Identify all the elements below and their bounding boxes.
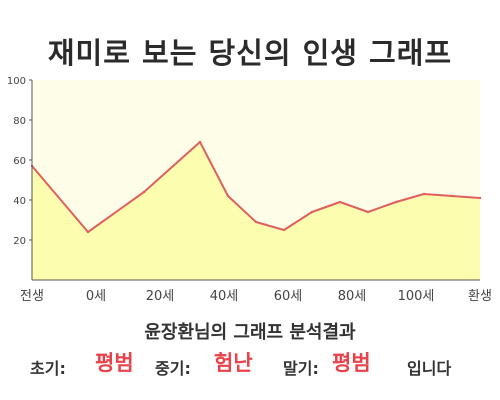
x-tick-label: 80세 <box>338 289 367 304</box>
x-tick-label: 100세 <box>398 289 435 304</box>
middle-label: 중기: <box>155 359 191 378</box>
data-point-2 <box>142 190 146 194</box>
y-tick-label: 40 <box>13 196 26 207</box>
data-point-8 <box>338 200 342 204</box>
data-point-11 <box>422 192 426 196</box>
analysis-result: 초기: 평범 중기: 험난 말기: 평범 입니다 <box>0 346 500 380</box>
area-fill <box>32 142 480 280</box>
data-point-1 <box>86 230 90 234</box>
late-value: 평범 <box>332 351 371 375</box>
data-point-3 <box>198 140 202 144</box>
y-tick-label: 100 <box>7 76 26 87</box>
data-point-6 <box>282 228 286 232</box>
middle-value: 험난 <box>214 351 253 375</box>
early-value: 평범 <box>95 351 134 375</box>
y-tick-label: 80 <box>13 116 26 127</box>
early-label: 초기: <box>30 359 66 378</box>
x-tick-label: 60세 <box>274 289 303 304</box>
page-title: 재미로 보는 당신의 인생 그래프 <box>47 36 453 70</box>
data-point-5 <box>254 220 258 224</box>
data-point-4 <box>226 194 230 198</box>
analysis-subtitle: 윤장환님의 그래프 분석결과 <box>144 322 356 343</box>
data-point-10 <box>394 200 398 204</box>
late-label: 말기: <box>283 359 319 378</box>
data-point-13 <box>478 196 482 200</box>
data-point-7 <box>310 210 314 214</box>
x-tick-label: 20세 <box>146 289 175 304</box>
x-tick-label: 0세 <box>86 289 106 304</box>
life-graph-chart: 20 40 60 80 100 전생 0세 20세 40세 60세 80세 100세 환생 <box>7 76 492 304</box>
x-tick-label: 환생 <box>468 289 492 304</box>
data-point-12 <box>450 194 454 198</box>
result-suffix: 입니다 <box>407 359 452 378</box>
y-tick-label: 20 <box>13 236 26 247</box>
data-point-9 <box>366 210 370 214</box>
y-tick-label: 60 <box>13 156 26 167</box>
series-line <box>31 141 481 233</box>
x-tick-label: 전생 <box>20 289 44 304</box>
x-tick-label: 40세 <box>210 289 239 304</box>
